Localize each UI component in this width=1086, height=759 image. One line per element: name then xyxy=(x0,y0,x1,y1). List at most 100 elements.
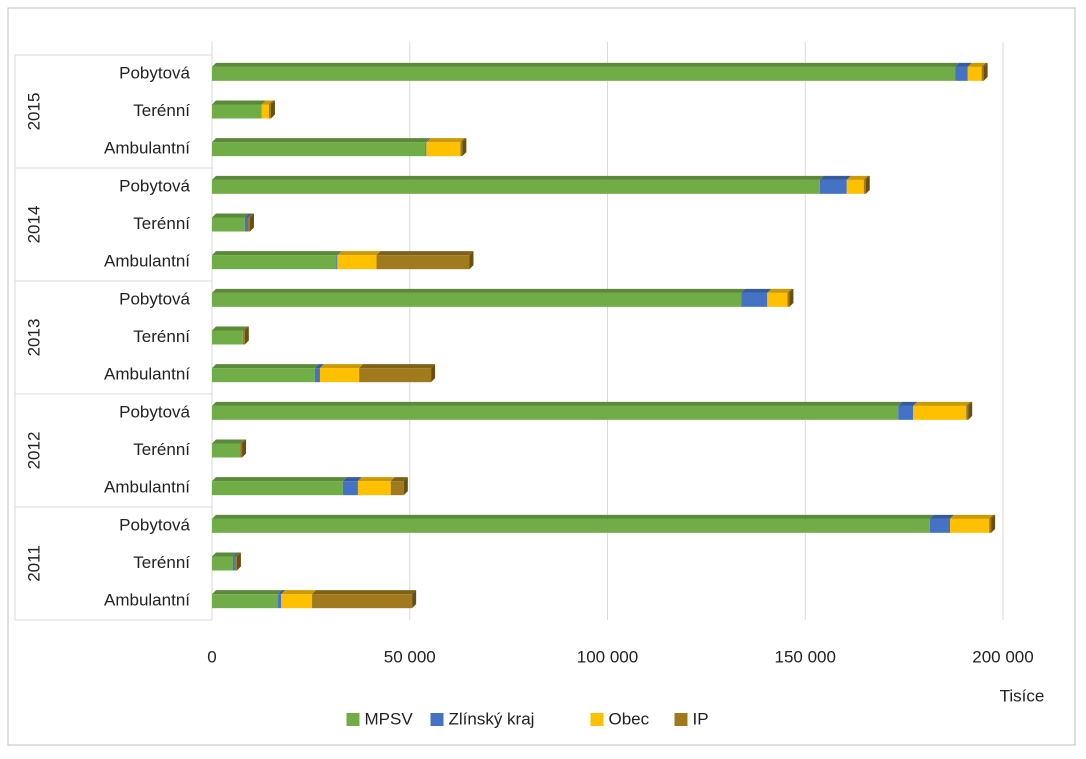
x-tick-label: 0 xyxy=(207,647,216,666)
bar-side xyxy=(270,100,275,119)
bar-segment xyxy=(234,556,237,571)
x-tick-label: 50 000 xyxy=(384,647,436,666)
bar-top xyxy=(212,364,319,369)
bar-segment xyxy=(242,330,245,345)
bar-side xyxy=(789,288,794,307)
bar-top xyxy=(376,251,474,256)
category-label: Terénní xyxy=(133,327,190,346)
bar-segment xyxy=(212,217,245,232)
bar-top xyxy=(212,251,341,256)
bar-top xyxy=(767,288,792,293)
chart-border xyxy=(7,7,1076,746)
bar-side xyxy=(983,62,988,81)
bar-segment xyxy=(357,481,391,496)
bar-top xyxy=(426,138,465,143)
bar-top xyxy=(212,213,249,218)
bar-segment xyxy=(212,405,899,420)
bar-segment xyxy=(336,255,338,270)
bar-segment xyxy=(741,292,768,307)
bar-segment xyxy=(212,518,930,533)
bar-side xyxy=(242,439,247,458)
category-label: Ambulantní xyxy=(104,139,190,158)
bar-segment xyxy=(846,179,864,194)
bar-top xyxy=(337,251,381,256)
group-label: 2014 xyxy=(24,206,43,244)
bar-top xyxy=(359,364,436,369)
bar-segment xyxy=(376,255,470,270)
bar-top xyxy=(281,590,317,595)
bar-segment xyxy=(314,368,320,383)
bar-segment xyxy=(212,255,337,270)
bar-top xyxy=(967,62,986,67)
bar-segment xyxy=(212,292,742,307)
bar-top xyxy=(312,590,417,595)
bar-top xyxy=(741,288,772,293)
bar-top xyxy=(425,138,431,143)
category-label: Pobytová xyxy=(119,402,190,421)
bar-segment xyxy=(913,405,967,420)
bar-segment xyxy=(268,104,271,119)
bar-segment xyxy=(460,142,463,157)
bar-top xyxy=(278,590,286,595)
bar-top xyxy=(212,100,266,105)
bar-segment xyxy=(342,481,358,496)
bar-segment xyxy=(767,292,788,307)
x-tick-label: 200 000 xyxy=(972,647,1033,666)
bar-segment xyxy=(819,179,847,194)
bar-segment xyxy=(212,66,956,81)
bar-top xyxy=(955,62,972,67)
bar-side xyxy=(991,514,996,533)
bar-segment xyxy=(244,217,248,232)
bar-segment xyxy=(319,368,360,383)
category-label: Terénní xyxy=(133,553,190,572)
bar-top xyxy=(242,326,249,331)
x-tick-label: 150 000 xyxy=(775,647,836,666)
bar-top xyxy=(268,100,275,105)
category-label: Pobytová xyxy=(119,515,190,534)
bar-segment xyxy=(212,142,426,157)
category-label: Pobytová xyxy=(119,289,190,308)
bar-segment xyxy=(212,443,241,458)
bar-top xyxy=(846,175,868,180)
group-label: 2012 xyxy=(24,432,43,470)
bar-top xyxy=(212,401,903,406)
bar-top xyxy=(212,552,237,557)
category-label: Ambulantní xyxy=(104,591,190,610)
bar-segment xyxy=(425,142,427,157)
bar-top xyxy=(212,62,960,67)
bar-segment xyxy=(212,330,243,345)
bar-top xyxy=(212,439,245,444)
bar-side xyxy=(249,213,254,232)
bar-top xyxy=(212,175,824,180)
legend-swatch xyxy=(430,713,444,726)
bar-segment xyxy=(863,179,866,194)
bar-top xyxy=(314,364,324,369)
bar-side xyxy=(865,175,870,194)
bar-segment xyxy=(212,481,343,496)
bar-side xyxy=(236,552,241,571)
bar-top xyxy=(234,552,241,557)
bar-segment xyxy=(950,518,990,533)
bar-side xyxy=(469,251,474,270)
bar-side xyxy=(462,138,467,157)
legend-swatch xyxy=(590,713,604,726)
bar-top xyxy=(357,477,395,482)
bar-segment xyxy=(955,66,968,81)
bar-top xyxy=(244,213,252,218)
legend-swatch xyxy=(346,713,360,726)
bar-segment xyxy=(359,368,432,383)
bar-top xyxy=(787,288,794,293)
bar-segment xyxy=(278,594,282,609)
bar-top xyxy=(460,138,467,143)
group-label: 2015 xyxy=(24,93,43,131)
group-label: 2013 xyxy=(24,319,43,357)
bar-segment xyxy=(929,518,951,533)
bar-segment xyxy=(232,556,235,571)
legend-label: IP xyxy=(693,709,709,728)
bar-segment xyxy=(981,66,984,81)
bar-top xyxy=(319,364,364,369)
legend-label: Obec xyxy=(609,709,650,728)
bar-top xyxy=(212,326,247,331)
bar-top xyxy=(212,477,347,482)
